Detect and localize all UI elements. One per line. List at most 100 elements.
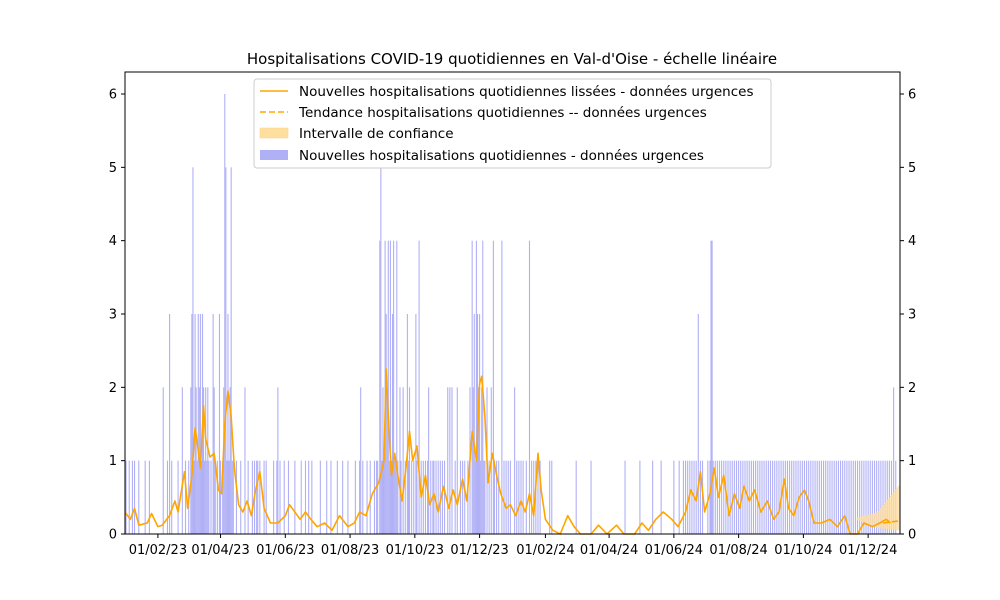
bar [230, 167, 232, 534]
bar [231, 460, 233, 534]
legend-swatch-bars [260, 150, 288, 160]
bar [197, 314, 199, 534]
x-tick-label: 01/04/23 [191, 543, 249, 558]
x-tick-label: 01/02/24 [516, 543, 574, 558]
axes-layer: 0 0 1 1 2 2 3 3 4 4 5 5 6 6 01/02/23 01/04/23 01/06/23 01… [109, 71, 916, 558]
bar [479, 314, 481, 534]
series-line-smoothed [124, 368, 891, 535]
bar [193, 460, 195, 534]
bar [880, 460, 882, 534]
bar [729, 460, 731, 534]
y-tick-label-left: 1 [109, 454, 117, 469]
bar [437, 460, 439, 534]
bar [347, 460, 349, 534]
bar [842, 460, 844, 534]
bar [433, 460, 435, 534]
bar [535, 460, 537, 534]
bar [207, 387, 209, 534]
bar [803, 460, 805, 534]
bar [810, 460, 812, 534]
bar [415, 314, 417, 534]
bar [247, 460, 249, 534]
bar [473, 314, 475, 534]
bar [799, 460, 801, 534]
bar [402, 387, 404, 534]
bar [711, 240, 713, 535]
bar [240, 460, 242, 534]
bar [244, 387, 246, 534]
bar [125, 460, 127, 534]
bar [228, 460, 230, 534]
bar [342, 460, 344, 534]
bar [294, 460, 296, 534]
bar [166, 460, 169, 534]
bar [407, 460, 410, 534]
bar [475, 240, 477, 535]
bar [829, 460, 831, 534]
x-tick-label: 01/10/24 [774, 543, 832, 558]
bar [287, 460, 290, 534]
bar [379, 240, 381, 535]
bar [393, 240, 395, 535]
bar [852, 460, 854, 534]
x-tick-label: 01/06/23 [256, 543, 314, 558]
legend-swatch-confidence [259, 127, 289, 139]
bar [394, 460, 396, 534]
bar [742, 460, 744, 534]
bar [682, 460, 684, 534]
legend-label-smoothed: Nouvelles hospitalisations quotidiennes … [299, 84, 753, 100]
bar [699, 460, 701, 534]
bar [395, 460, 397, 534]
bar [825, 460, 827, 534]
bar [639, 460, 641, 534]
bar [256, 460, 258, 534]
bar [257, 460, 259, 534]
bar [721, 460, 723, 534]
bar [382, 387, 384, 534]
bar [678, 460, 680, 534]
bar [808, 460, 810, 534]
legend-label-trend: Tendance hospitalisations quotidiennes -… [298, 105, 707, 121]
bar [192, 167, 194, 534]
x-tick-label: 01/02/23 [129, 543, 187, 558]
bar [171, 460, 173, 534]
bar [782, 460, 784, 534]
bar [413, 460, 415, 534]
bar [381, 460, 383, 534]
bar [144, 460, 146, 534]
bar [551, 460, 553, 534]
bar [208, 460, 210, 534]
bar [224, 94, 226, 534]
confidence-band-layer [856, 484, 900, 531]
legend-box [253, 78, 772, 169]
bar [222, 460, 224, 534]
bar [204, 460, 206, 534]
bar [833, 460, 835, 534]
bar [801, 460, 803, 534]
bar [481, 387, 483, 534]
bar [366, 460, 368, 534]
bar [435, 460, 437, 534]
bar [812, 460, 814, 534]
bar [369, 460, 371, 534]
y-tick-label-left: 0 [109, 528, 117, 543]
bar [273, 460, 275, 534]
bar [723, 460, 725, 534]
bar [884, 460, 886, 534]
bar [388, 460, 390, 534]
bar [714, 460, 716, 534]
bar [848, 460, 850, 534]
bar [427, 460, 429, 534]
y-tick-label-right: 0 [908, 528, 916, 543]
x-tick-label: 01/10/23 [386, 543, 444, 558]
bar [213, 387, 215, 534]
bar [276, 460, 278, 534]
bar [496, 460, 498, 534]
bar [216, 460, 218, 534]
bar [752, 460, 755, 534]
bar [399, 387, 401, 534]
bar [759, 460, 761, 534]
bar [716, 460, 718, 534]
